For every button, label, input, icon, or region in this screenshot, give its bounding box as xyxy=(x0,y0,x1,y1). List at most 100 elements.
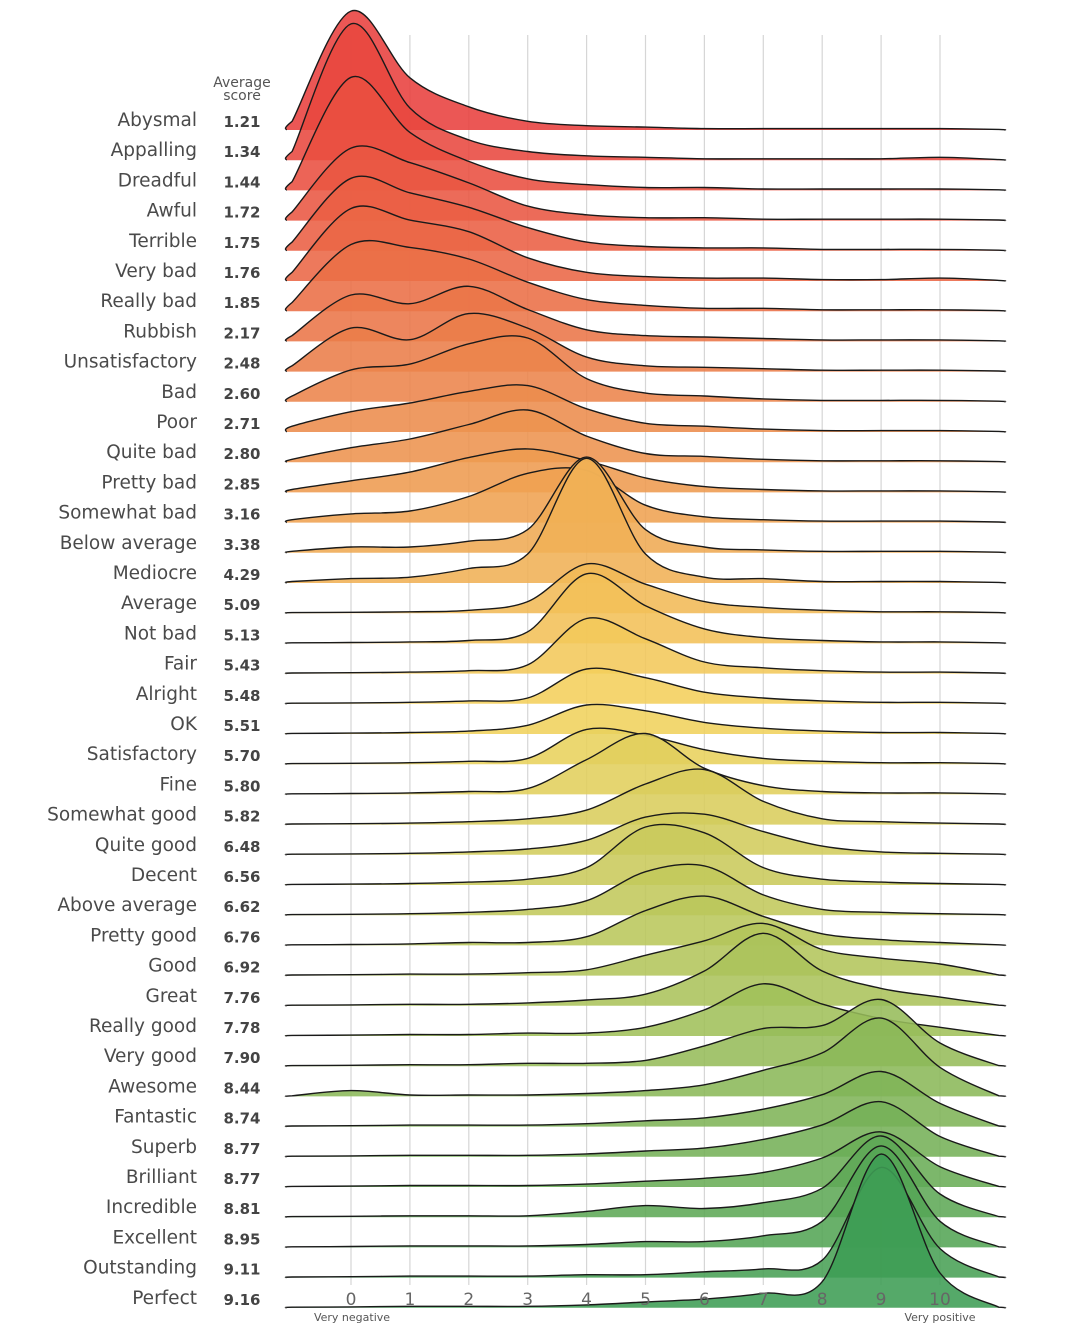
x-tick-label: 6 xyxy=(699,1290,710,1310)
row-label: Quite good xyxy=(95,835,197,856)
ridge-fill xyxy=(285,1071,1006,1127)
row-label: Very good xyxy=(104,1046,197,1067)
row-score: 4.29 xyxy=(223,566,260,584)
ridge-really-good xyxy=(284,983,1007,1037)
row-score: 8.77 xyxy=(223,1170,260,1188)
row-label: Not bad xyxy=(124,623,197,644)
row-score: 5.70 xyxy=(223,747,260,765)
x-tick-label: 0 xyxy=(346,1290,357,1310)
ridge-line xyxy=(284,1070,1007,1128)
row-score: 7.90 xyxy=(223,1049,260,1067)
ridge-brilliant xyxy=(284,1131,1007,1188)
row-label: Below average xyxy=(60,533,197,554)
row-score: 8.95 xyxy=(223,1230,260,1248)
ridge-fill xyxy=(285,668,1006,704)
row-label: Decent xyxy=(131,865,197,886)
ridge-fill xyxy=(285,384,1006,432)
ridge-ok xyxy=(284,703,1007,735)
row-labels: Abysmal 1.21 Appalling 1.34 Dreadful 1.44 Awfu… xyxy=(47,110,260,1309)
ridge-line xyxy=(284,448,1007,494)
ridge-average xyxy=(284,562,1007,614)
ridge-good xyxy=(284,922,1007,977)
ridge-line xyxy=(284,205,1007,282)
row-label: Superb xyxy=(131,1137,197,1158)
ridge-fill xyxy=(285,1145,1006,1248)
ridge-pretty-bad xyxy=(284,448,1007,494)
ridge-line xyxy=(284,768,1007,826)
ridge-line xyxy=(284,456,1007,554)
ridge-line xyxy=(284,922,1007,977)
x-tick-label: 4 xyxy=(581,1290,592,1310)
ridge-fill xyxy=(285,1101,1006,1157)
row-label: Pretty bad xyxy=(101,472,197,493)
ridge-below-average xyxy=(284,456,1007,554)
row-label: Dreadful xyxy=(118,170,197,191)
ridge-perfect xyxy=(284,1153,1007,1309)
ridge-line xyxy=(284,22,1007,161)
ridge-somewhat-bad xyxy=(284,467,1007,524)
ridge-line xyxy=(284,863,1007,916)
row-label: Above average xyxy=(57,895,197,916)
row-score: 2.85 xyxy=(223,475,260,493)
row-score: 9.11 xyxy=(223,1261,260,1279)
ridge-poor xyxy=(284,384,1007,433)
ridge-pretty-good xyxy=(284,895,1007,947)
ridge-line xyxy=(284,732,1007,796)
ridge-fill xyxy=(285,1135,1006,1218)
ridge-fill xyxy=(285,1154,1006,1308)
x-tick-label: 2 xyxy=(463,1290,474,1310)
ridges xyxy=(284,9,1007,1309)
ridge-line xyxy=(284,1135,1007,1218)
ridge-line xyxy=(284,823,1007,886)
ridge-fill xyxy=(285,617,1006,674)
row-score: 2.71 xyxy=(223,415,260,433)
row-label: Somewhat good xyxy=(47,805,197,826)
row-label: Satisfactory xyxy=(87,744,197,765)
ridge-fill xyxy=(285,457,1006,553)
ridge-line xyxy=(284,562,1007,614)
row-score: 8.77 xyxy=(223,1140,260,1158)
ridge-line xyxy=(284,895,1007,947)
row-score: 2.48 xyxy=(223,355,260,373)
ridge-mediocre xyxy=(284,457,1007,584)
row-score: 2.80 xyxy=(223,445,260,463)
ridge-line xyxy=(284,983,1007,1037)
ridge-fill xyxy=(285,1131,1006,1187)
ridge-line xyxy=(284,240,1007,312)
ridge-line xyxy=(284,312,1007,373)
row-label: Abysmal xyxy=(118,110,197,131)
row-label: Alright xyxy=(136,684,197,705)
ridge-fill xyxy=(285,76,1006,191)
x-end-label-right: Very positive xyxy=(904,1311,975,1324)
ridge-line xyxy=(284,812,1007,856)
ridge-line xyxy=(284,667,1007,705)
row-score: 8.44 xyxy=(223,1079,260,1097)
ridge-line xyxy=(284,409,1007,463)
ridge-fill xyxy=(285,733,1006,795)
row-label: Appalling xyxy=(111,140,197,161)
row-label: Outstanding xyxy=(83,1258,197,1279)
ridge-fill xyxy=(285,864,1006,916)
row-score: 2.60 xyxy=(223,385,260,403)
ridge-line xyxy=(284,932,1007,1007)
row-label: Awesome xyxy=(108,1076,197,1097)
row-label: Bad xyxy=(161,382,197,403)
row-label: Incredible xyxy=(106,1197,197,1218)
x-tick-label: 9 xyxy=(876,1290,887,1310)
x-tick-label: 3 xyxy=(522,1290,533,1310)
ridge-very-good xyxy=(284,998,1007,1067)
ridge-excellent xyxy=(284,1145,1007,1249)
row-label: Pretty good xyxy=(90,925,197,946)
row-label: Brilliant xyxy=(126,1167,197,1188)
ridge-line xyxy=(284,285,1007,343)
ridge-line xyxy=(284,384,1007,433)
row-label: Mediocre xyxy=(113,563,197,584)
ridge-great xyxy=(284,932,1007,1007)
ridge-awful xyxy=(284,145,1007,222)
ridge-line xyxy=(284,1145,1007,1249)
row-score: 7.76 xyxy=(223,989,260,1007)
x-tick-label: 10 xyxy=(929,1290,951,1310)
row-score: 1.34 xyxy=(223,143,260,161)
x-tick-label: 7 xyxy=(758,1290,769,1310)
